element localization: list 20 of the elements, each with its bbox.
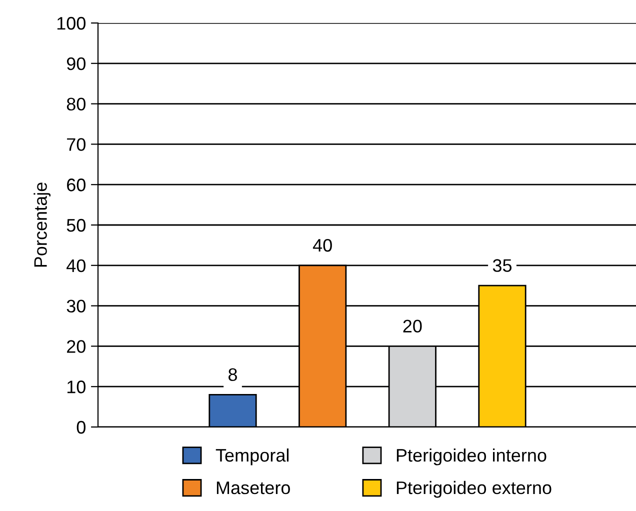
y-tick-label: 10 (67, 380, 86, 394)
y-tick-label: 60 (67, 178, 86, 192)
y-axis-title: Porcentaje (34, 182, 51, 267)
legend-label: Pterigoideo interno (396, 448, 546, 466)
y-tick-label: 90 (66, 57, 86, 70)
y-tick-label: 100 (57, 16, 86, 30)
y-tick-label: 30 (66, 300, 86, 313)
y-tick-label: 20 (67, 340, 86, 353)
data-label: 8 (228, 368, 237, 382)
legend-label: Pterigoideo externo (396, 480, 552, 498)
y-tick-label: 80 (66, 98, 86, 111)
data-label: 35 (492, 259, 512, 272)
data-label: 40 (312, 238, 332, 252)
legend-label: Masetero (216, 482, 290, 494)
y-tick-label: 0 (76, 420, 86, 434)
y-tick-label: 50 (66, 218, 86, 232)
data-label: 20 (403, 320, 422, 333)
y-tick-label: 70 (67, 138, 86, 151)
y-tick-label: 40 (66, 259, 86, 272)
legend-label: Temporal (216, 448, 289, 466)
